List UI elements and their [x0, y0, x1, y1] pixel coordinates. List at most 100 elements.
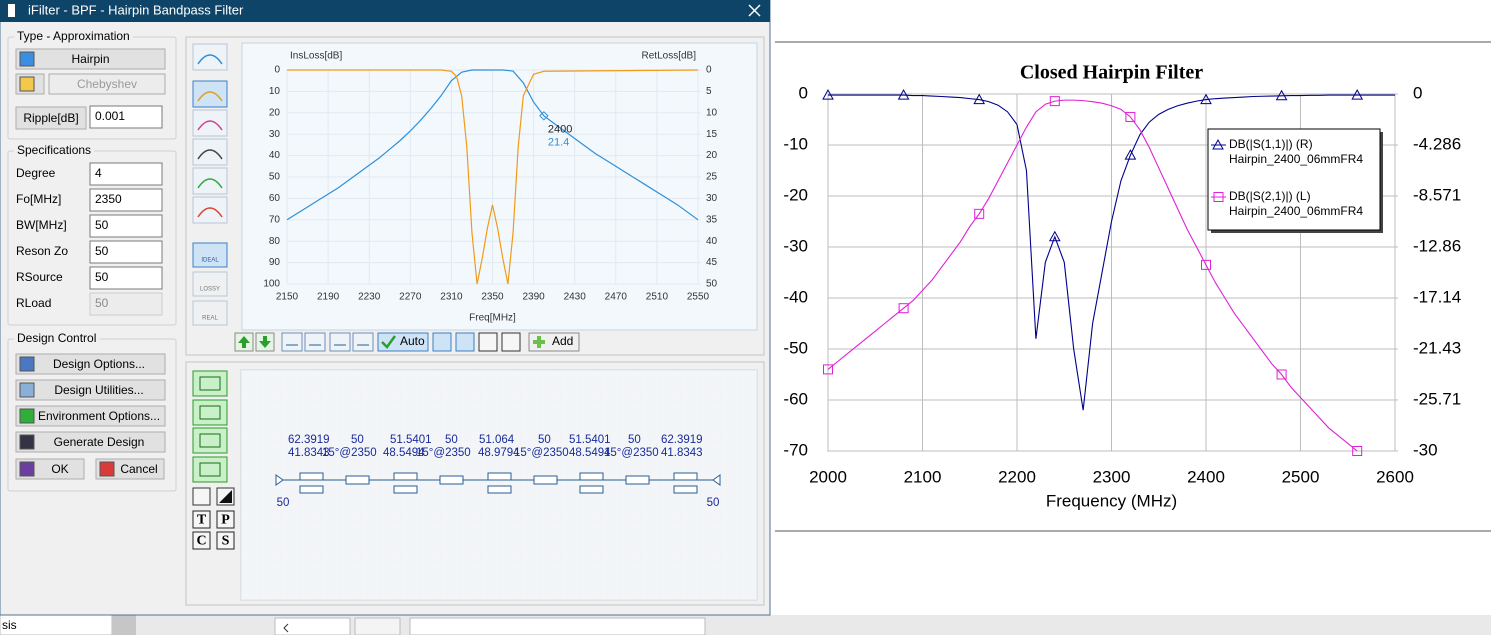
field-value[interactable]: 2350: [95, 192, 122, 206]
tune-button[interactable]: [329, 332, 351, 352]
ok-button-label[interactable]: OK: [51, 462, 68, 476]
field-value[interactable]: 50: [95, 244, 109, 258]
approximation-button[interactable]: [48, 73, 166, 95]
contrast-icon[interactable]: [219, 490, 232, 503]
ripple-button[interactable]: [15, 106, 87, 130]
tool-icon[interactable]: [501, 332, 521, 352]
legend-marker: [1213, 192, 1224, 202]
design-button[interactable]: [15, 353, 166, 375]
marker: [1275, 89, 1288, 101]
schematic-view-icon[interactable]: [199, 405, 221, 420]
tool-icon[interactable]: [455, 332, 475, 352]
view-button[interactable]: [192, 43, 228, 71]
tool-button[interactable]: [216, 510, 235, 529]
schematic-view-button[interactable]: [192, 456, 228, 483]
view-button[interactable]: [192, 109, 228, 137]
scroll-box[interactable]: [274, 617, 351, 635]
schematic-view-button[interactable]: [192, 399, 228, 426]
view-icon[interactable]: [197, 207, 223, 218]
schematic-view-button[interactable]: [192, 370, 228, 397]
field-input[interactable]: [89, 214, 163, 238]
field-input[interactable]: [89, 240, 163, 264]
design-button[interactable]: [15, 379, 166, 401]
ripple-input[interactable]: [89, 105, 163, 129]
x-tick-label: 2500: [1282, 467, 1320, 486]
auto-label[interactable]: Auto: [400, 334, 425, 348]
mode-button[interactable]: [192, 300, 228, 326]
view-icon[interactable]: [197, 54, 223, 65]
field-input[interactable]: [89, 188, 163, 212]
tool-button[interactable]: [192, 510, 211, 529]
add-label[interactable]: Add: [552, 334, 573, 348]
ripple-button-label[interactable]: Ripple[dB]: [23, 111, 78, 125]
design-button-label[interactable]: Environment Options...: [38, 409, 160, 423]
taskbar-item[interactable]: [0, 614, 113, 635]
add-icon[interactable]: [533, 336, 545, 348]
view-button[interactable]: [192, 138, 228, 166]
mode-label[interactable]: IDEAL: [201, 258, 219, 264]
field-value[interactable]: 50: [95, 270, 109, 284]
view-icon[interactable]: [197, 120, 223, 131]
view-icon[interactable]: [197, 178, 223, 189]
mode-label[interactable]: REAL: [202, 316, 218, 322]
ok-button-icon[interactable]: [19, 461, 35, 477]
tune-button[interactable]: [304, 332, 326, 352]
tune-button[interactable]: [352, 332, 374, 352]
field-input[interactable]: [89, 162, 163, 186]
mode-label[interactable]: LOSSY: [200, 287, 220, 293]
mode-button[interactable]: [192, 271, 228, 297]
arrow-icon[interactable]: [259, 336, 271, 348]
auto-button[interactable]: [377, 332, 429, 352]
design-button[interactable]: [15, 431, 166, 453]
design-button-icon[interactable]: [19, 356, 35, 372]
mode-button[interactable]: [192, 242, 228, 268]
close-icon[interactable]: [748, 4, 761, 17]
view-button[interactable]: [192, 167, 228, 195]
tool-label[interactable]: P: [221, 513, 230, 528]
tool-button[interactable]: [192, 531, 211, 550]
view-button[interactable]: [192, 196, 228, 224]
tool-label[interactable]: T: [197, 513, 207, 528]
design-button-icon[interactable]: [19, 408, 35, 424]
add-button[interactable]: [528, 332, 580, 352]
schematic-view-icon[interactable]: [199, 433, 221, 448]
legend-source: Hairpin_2400_06mmFR4: [1229, 204, 1363, 218]
ripple-value[interactable]: 0.001: [95, 109, 125, 123]
field-input[interactable]: [89, 266, 163, 290]
view-icon[interactable]: [197, 149, 223, 160]
y-tick-label: 10: [269, 86, 281, 97]
design-button[interactable]: [15, 405, 166, 427]
tool-label[interactable]: S: [222, 534, 230, 549]
tool-button[interactable]: [216, 531, 235, 550]
close-button[interactable]: [748, 4, 761, 17]
cancel-button-icon[interactable]: [99, 461, 115, 477]
cancel-button-label[interactable]: Cancel: [120, 462, 157, 476]
view-button[interactable]: [192, 80, 228, 108]
arrow-icon[interactable]: [238, 336, 250, 348]
wizard-button-icon[interactable]: [19, 76, 35, 92]
approximation-button-label[interactable]: Chebyshev: [77, 77, 137, 91]
y-tick-label: 50: [269, 172, 281, 183]
tool-icon[interactable]: [432, 332, 452, 352]
design-button-label[interactable]: Generate Design: [54, 435, 145, 449]
design-button-label[interactable]: Design Options...: [53, 357, 145, 371]
field-value[interactable]: 4: [95, 166, 102, 180]
copy-button[interactable]: [192, 487, 211, 506]
tune-button[interactable]: [281, 332, 303, 352]
design-button-icon[interactable]: [19, 434, 35, 450]
field-value[interactable]: 50: [95, 218, 109, 232]
view-icon[interactable]: [197, 91, 223, 102]
topology-button-label[interactable]: Hairpin: [71, 52, 109, 66]
schematic-view-icon[interactable]: [199, 462, 221, 477]
topology-button[interactable]: [15, 48, 166, 70]
scroll-arrow[interactable]: [283, 623, 289, 633]
topology-button-icon[interactable]: [19, 51, 35, 67]
design-button-icon[interactable]: [19, 382, 35, 398]
design-button-label[interactable]: Design Utilities...: [54, 383, 143, 397]
tool-label[interactable]: C: [196, 534, 206, 549]
auto-check[interactable]: [381, 335, 397, 349]
schematic-view-button[interactable]: [192, 427, 228, 454]
tool-icon[interactable]: [478, 332, 498, 352]
schematic-view-icon[interactable]: [199, 376, 221, 391]
scroll-box[interactable]: [354, 617, 401, 635]
